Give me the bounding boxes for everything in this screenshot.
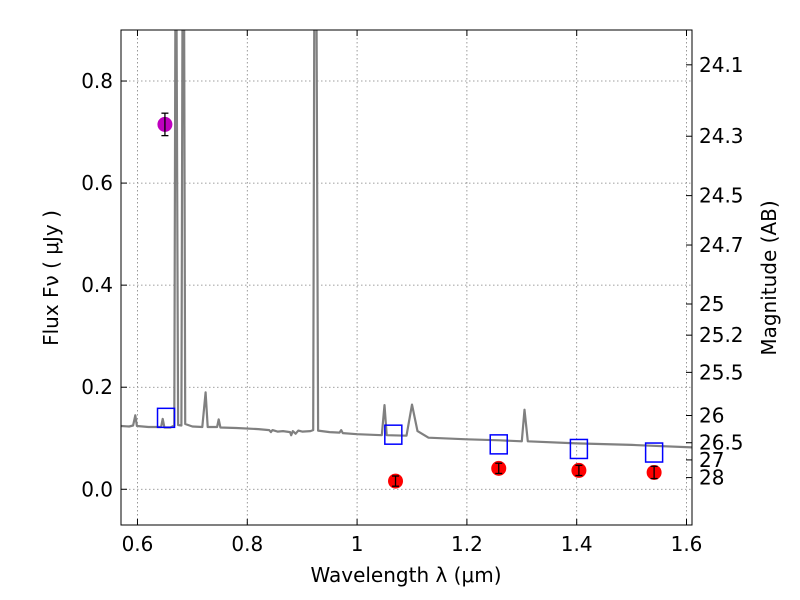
x-tick-label: 1.2 — [451, 532, 483, 556]
y-tick-label: 0.2 — [81, 375, 113, 399]
x-tick-label: 1.4 — [561, 532, 593, 556]
x-tick-label: 1 — [351, 532, 364, 556]
x-tick-label: 0.8 — [231, 532, 263, 556]
y2-tick-label: 24.7 — [699, 233, 744, 257]
series-1-square-4 — [644, 442, 664, 463]
y2-tick-label: 25.2 — [699, 323, 744, 347]
y2-axis-label: Magnitude (AB) — [757, 200, 781, 355]
y2-tick-label: 28 — [699, 466, 724, 490]
grid — [121, 30, 692, 525]
y2-tick-label: 24.1 — [699, 53, 744, 77]
spectrum-line — [121, 30, 692, 449]
series-1-square-2 — [489, 434, 508, 455]
spectrum-layer — [121, 30, 692, 449]
x-tick-label: 1.6 — [671, 532, 703, 556]
y2-tick-label: 24.5 — [699, 184, 744, 208]
y2-tick-label: 25.5 — [699, 360, 744, 384]
y-axis-label: Flux Fν ( μJy ) — [39, 210, 63, 346]
y2-tick-label: 27 — [699, 448, 724, 472]
y-tick-label: 0.8 — [81, 69, 113, 93]
plot-frame — [120, 29, 693, 526]
y-tick-label: 0.0 — [81, 477, 113, 501]
y2-tick-label: 26 — [699, 404, 724, 428]
y-tick-label: 0.4 — [81, 273, 113, 297]
y-tick-label: 0.6 — [81, 171, 113, 195]
ticks: 0.6 0.8 1 1.2 1.4 1.6 0.0 0.2 0.4 0.6 0.8 24.1 24.3 2… — [81, 30, 744, 556]
series-1-square-3 — [569, 438, 589, 460]
x-axis-label: Wavelength λ (μm) — [310, 563, 501, 587]
points-layer — [156, 112, 664, 489]
y2-tick-label: 26.5 — [699, 431, 744, 455]
y2-tick-label: 24.3 — [699, 124, 744, 148]
x-tick-label: 0.6 — [122, 532, 154, 556]
series-1-square-0 — [156, 407, 176, 429]
y2-tick-label: 25 — [699, 292, 724, 316]
series-1-square-1 — [384, 424, 403, 445]
